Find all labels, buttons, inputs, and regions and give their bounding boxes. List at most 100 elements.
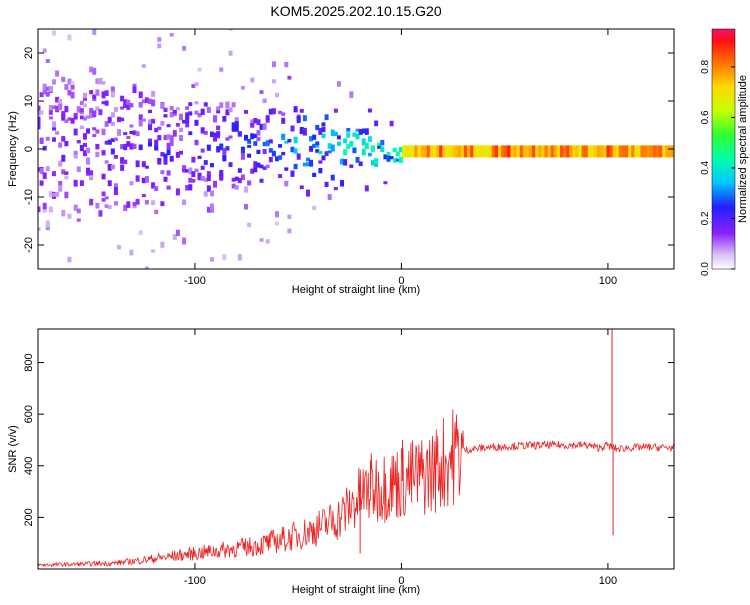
spectrogram-cell: [340, 158, 345, 164]
spectrogram-cell: [305, 162, 310, 167]
spectrogram-cell: [637, 145, 642, 158]
spectrogram-cell: [262, 141, 267, 147]
spectrogram-cell: [175, 151, 180, 158]
spectrogram-cell: [268, 148, 273, 153]
spectrogram-cell: [135, 131, 140, 137]
spectrogram-cell: [237, 253, 242, 261]
spectrogram-cell: [120, 157, 125, 163]
spectrogram-cell: [259, 164, 264, 169]
spectrogram-cell: [225, 146, 230, 151]
spectrogram-cell: [234, 185, 239, 190]
spectrogram-cell: [188, 102, 193, 107]
spectrogram-cell: [51, 171, 56, 177]
spectrogram-cell: [92, 127, 97, 131]
spectrogram-cell: [655, 145, 660, 158]
spectrogram-cell: [38, 206, 41, 213]
spectrogram-cell: [665, 145, 670, 158]
spectrogram-cell: [101, 101, 106, 105]
spectrogram-cell: [287, 228, 292, 234]
colorbar-tick-label-0: 0.0: [700, 262, 711, 276]
spectrogram-cell: [358, 129, 363, 135]
spectrogram-cell: [48, 110, 53, 115]
spectrogram-cell: [42, 207, 47, 213]
spectrogram-cell: [333, 187, 338, 191]
spectrogram-cell: [547, 145, 552, 158]
spectrogram-cell: [463, 145, 468, 158]
spectrogram-cell: [160, 241, 165, 248]
spectrogram-cell: [92, 133, 97, 138]
spectrogram-cell: [169, 135, 174, 141]
spectrogram-cell: [110, 148, 115, 155]
spectrogram-cell: [61, 136, 66, 142]
spectrogram-cell: [203, 191, 208, 197]
spectrogram-cell: [151, 90, 156, 97]
spectrogram-cell: [58, 185, 63, 192]
snr-ylabel: SNR (v/v): [7, 425, 19, 473]
spectrogram-cell: [92, 94, 97, 99]
colorbar: 0.0 0.2 0.4 0.6 0.8 Normalized spectral ampl…: [700, 28, 749, 276]
spectrogram-xtick-label-2: 100: [599, 275, 617, 287]
spectrogram-cell: [185, 184, 190, 191]
spectrogram-cell: [504, 145, 509, 158]
spectrogram-cell: [123, 132, 128, 136]
spectrogram-cell: [646, 145, 651, 158]
spectrogram-cell: [82, 150, 87, 157]
spectrogram-cell: [250, 122, 255, 128]
spectrogram-cell: [101, 81, 106, 85]
spectrogram-cell: [154, 186, 159, 192]
spectrogram-cell: [86, 128, 91, 134]
spectrogram-cell: [324, 151, 329, 156]
spectrogram-cell: [361, 148, 366, 156]
spectrogram-cell: [38, 167, 41, 172]
spectrogram-cell: [296, 153, 301, 160]
spectrogram-cell: [200, 165, 205, 170]
spectrogram-cell: [51, 192, 56, 197]
spectrogram-cell: [123, 146, 128, 151]
spectrogram-cell: [148, 109, 153, 114]
spectrogram-cell: [51, 105, 56, 110]
spectrogram-cell: [82, 92, 87, 99]
spectrogram-xtick-label-0: -100: [184, 275, 206, 287]
spectrogram-cell: [525, 145, 530, 158]
spectrogram-cell: [163, 158, 168, 165]
spectrogram-cell: [61, 114, 66, 121]
spectrogram-cell: [231, 102, 236, 108]
spectrogram-cell: [293, 163, 298, 170]
spectrogram-cell: [101, 198, 106, 202]
spectrogram-cell: [38, 122, 41, 130]
spectrogram-cell: [386, 155, 391, 162]
spectrogram-cell: [163, 107, 168, 113]
spectrogram-cell: [287, 138, 292, 143]
spectrogram-cell: [250, 77, 255, 83]
spectrogram-cell: [572, 145, 577, 158]
spectrogram-cell: [76, 139, 81, 144]
spectrogram-cell: [79, 125, 84, 130]
spectrogram-cell: [123, 103, 128, 108]
spectrogram-cell: [662, 145, 667, 158]
spectrogram-cell: [544, 145, 549, 158]
spectrogram-cell: [281, 117, 286, 124]
spectrogram-cell: [200, 108, 205, 116]
spectrogram-cell: [157, 158, 162, 165]
spectrogram-cell: [45, 220, 50, 228]
spectrogram-cell: [51, 126, 56, 131]
spectrogram-cell: [73, 204, 78, 211]
spectrogram-cell: [178, 150, 183, 155]
spectrogram-cell: [89, 176, 94, 181]
spectrogram-cell: [321, 155, 326, 161]
spectrogram-cell: [615, 145, 620, 158]
spectrogram-cell: [163, 153, 168, 160]
colorbar-tick-label-2: 0.4: [700, 161, 711, 175]
spectrogram-cell: [206, 171, 211, 175]
spectrogram-cell: [160, 170, 165, 175]
spectrogram-cell: [98, 109, 103, 116]
spectrogram-cell: [265, 115, 270, 121]
spectrogram-cell: [129, 124, 134, 128]
spectrogram-cell: [58, 180, 63, 186]
spectrogram-cell: [383, 181, 388, 185]
spectrogram-cell: [343, 159, 348, 166]
spectrogram-cell: [70, 91, 75, 99]
spectrogram-cell: [76, 166, 81, 172]
